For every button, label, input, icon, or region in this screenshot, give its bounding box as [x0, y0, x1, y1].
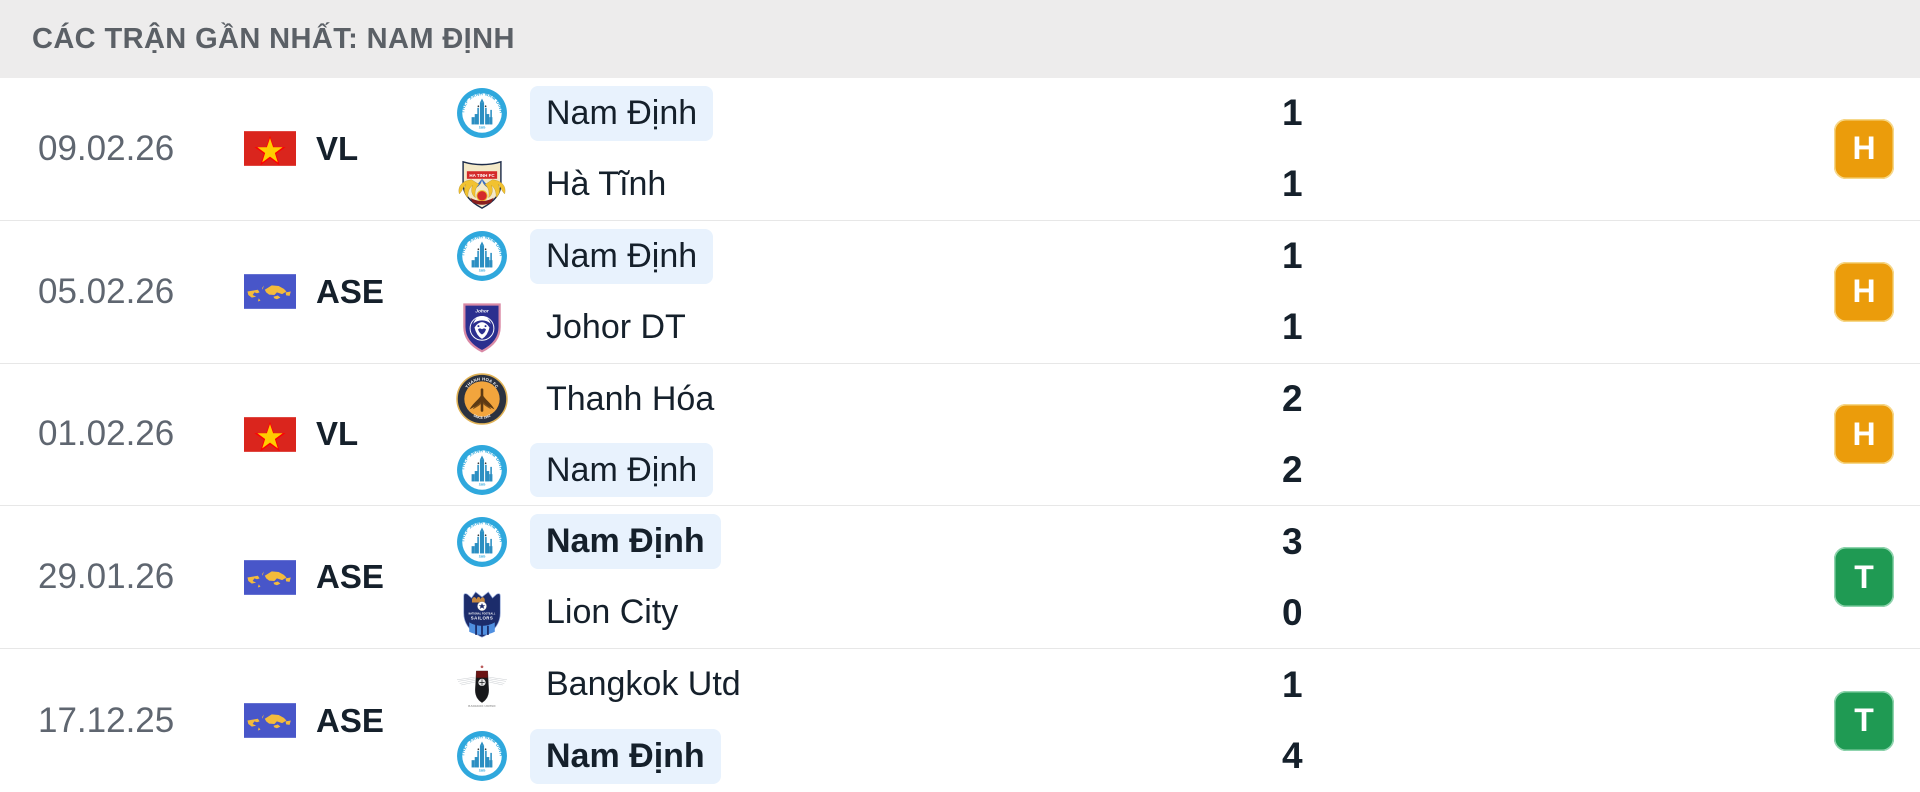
svg-text:HA TINH FC: HA TINH FC [469, 173, 495, 178]
svg-text:1965: 1965 [478, 269, 485, 273]
svg-text:1965: 1965 [478, 769, 485, 773]
svg-text:SAILORS: SAILORS [471, 615, 493, 620]
svg-text:1965: 1965 [478, 554, 485, 558]
svg-text:1965: 1965 [478, 126, 485, 130]
svg-text:1965: 1965 [478, 482, 485, 486]
svg-text:Johor: Johor [475, 309, 490, 315]
svg-text:BANGKOK UNITED: BANGKOK UNITED [468, 704, 495, 708]
